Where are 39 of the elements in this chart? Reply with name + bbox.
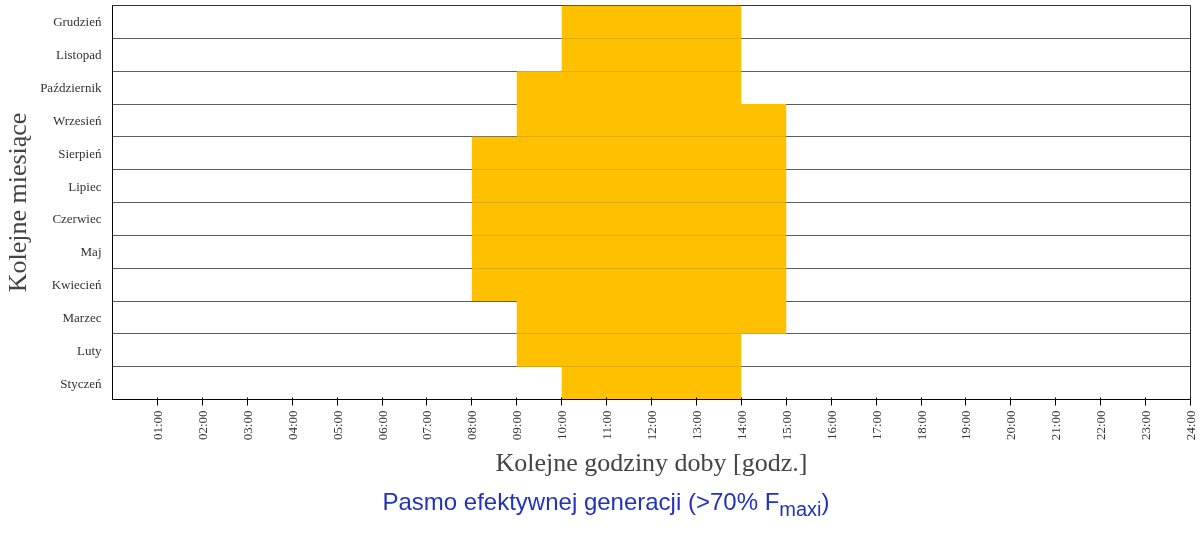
x-tick-label: 16:00	[823, 410, 839, 441]
y-tick-label: Kwiecień	[51, 277, 102, 293]
x-tick-label: 23:00	[1138, 410, 1154, 441]
x-tick-label: 04:00	[284, 410, 300, 441]
x-tick-label: 03:00	[239, 410, 255, 441]
y-tick-label: Wrzesień	[52, 112, 102, 128]
text: Pasmo efektywnej generacji (>70% F$_{maxi}$)	[381, 487, 831, 522]
x-tick-label: 08:00	[464, 410, 480, 441]
x-tick-label: 01:00	[149, 410, 165, 441]
x-tick-label: 10:00	[554, 410, 570, 441]
x-tick-label: 14:00	[733, 410, 749, 441]
y-tick-label: Sierpień	[58, 145, 102, 161]
x-tick-label: 24:00	[1183, 410, 1198, 441]
x-tick-label: 06:00	[374, 410, 390, 441]
y-axis-title: Kolejne miesiące	[3, 112, 33, 293]
y-tick-label: Maj	[80, 244, 102, 260]
x-tick-label: 21:00	[1048, 410, 1064, 441]
y-tick-label: Marzec	[62, 309, 102, 325]
x-tick-label: 17:00	[868, 410, 884, 441]
x-tick-label: 19:00	[958, 410, 974, 441]
x-axis-title: Kolejne godziny doby [godz.]	[495, 448, 808, 478]
x-tick-label: 07:00	[419, 410, 435, 441]
y-tick-label: Październik	[40, 80, 102, 96]
x-tick-label: 09:00	[509, 410, 525, 441]
x-tick-label: 05:00	[329, 410, 345, 441]
x-tick-label: 15:00	[778, 410, 794, 441]
x-tick-label: 11:00	[599, 410, 615, 440]
y-tick-label: Lipiec	[68, 178, 102, 194]
y-tick-label: Luty	[76, 342, 102, 358]
y-tick-label: Styczeń	[60, 375, 102, 391]
x-tick-label: 02:00	[194, 410, 210, 441]
y-tick-label: Czerwiec	[52, 211, 102, 227]
x-tick-label: 18:00	[913, 410, 929, 441]
x-tick-label: 13:00	[688, 410, 704, 441]
x-tick-label: 20:00	[1003, 410, 1019, 441]
y-tick-label: Grudzień	[53, 14, 102, 30]
x-tick-label: 22:00	[1093, 410, 1109, 441]
x-tick-label: 12:00	[644, 410, 659, 441]
y-tick-label: Listopad	[56, 47, 102, 63]
